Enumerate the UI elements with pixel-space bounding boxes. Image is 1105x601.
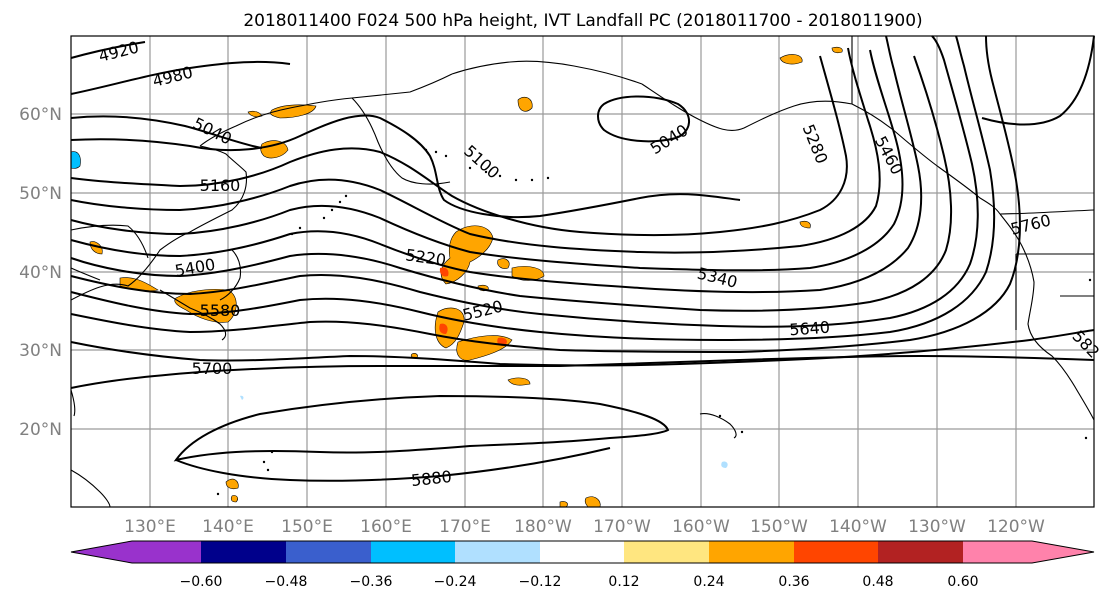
latitude-labels: 60°N 50°N 40°N 30°N 20°N <box>19 105 62 440</box>
ivt-patch <box>507 377 531 386</box>
colorbar-segment <box>371 541 455 563</box>
colorbar: −0.60 −0.48 −0.36 −0.24 −0.12 0.12 0.24 … <box>70 540 1095 590</box>
colorbar-tick: 0.12 <box>608 574 639 590</box>
ivt-patch <box>497 258 510 269</box>
lon-label: 120°W <box>987 517 1045 537</box>
colorbar-tick: −0.12 <box>519 574 562 590</box>
lat-label: 50°N <box>19 184 62 204</box>
ivt-patch <box>439 323 448 334</box>
ivt-patch <box>517 96 533 112</box>
colorbar-segment <box>878 541 963 563</box>
colorbar-segments <box>70 540 1095 564</box>
lon-label: 150°W <box>750 517 808 537</box>
colorbar-tick: −0.48 <box>265 574 308 590</box>
ivt-patch <box>779 54 803 65</box>
ivt-patch <box>174 288 237 323</box>
ivt-patch <box>559 501 568 508</box>
colorbar-tick: −0.24 <box>434 574 477 590</box>
ivt-patch <box>260 140 289 159</box>
colorbar-segment <box>201 541 286 563</box>
lat-label: 60°N <box>19 105 62 125</box>
colorbar-segment <box>286 541 371 563</box>
ivt-patch <box>240 395 244 400</box>
ivt-patch <box>439 267 449 277</box>
colorbar-segment <box>455 541 540 563</box>
colorbar-tick: 0.24 <box>693 574 724 590</box>
lon-label: 170°E <box>439 517 491 537</box>
lon-label: 180°W <box>514 517 572 537</box>
lon-label: 140°E <box>202 517 254 537</box>
lon-label: 130°W <box>908 517 966 537</box>
lat-label: 40°N <box>19 263 62 283</box>
contour-label: 5160 <box>200 176 241 195</box>
colorbar-segment <box>540 541 624 563</box>
map-title: 2018011400 F024 500 hPa height, IVT Land… <box>243 11 922 31</box>
ivt-shading <box>70 46 843 508</box>
height-contours <box>70 35 1095 482</box>
lon-label: 140°W <box>829 517 887 537</box>
ivt-patch <box>270 104 317 119</box>
lon-label: 130°E <box>124 517 176 537</box>
map-panel: 4920 4980 5040 5100 5040 5160 5280 5460 … <box>70 35 1103 508</box>
ivt-patch <box>721 461 728 468</box>
lat-label: 30°N <box>19 341 62 361</box>
longitude-labels: 130°E 140°E 150°E 160°E 170°E 180°W 170°… <box>124 517 1045 537</box>
contour-label: 5700 <box>192 359 233 378</box>
contour-label: 5640 <box>789 318 831 340</box>
ivt-patch <box>799 220 811 229</box>
colorbar-ticks: −0.60 −0.48 −0.36 −0.24 −0.12 0.12 0.24 … <box>180 574 979 590</box>
lon-label: 160°W <box>672 517 730 537</box>
colorbar-segment <box>709 541 794 563</box>
colorbar-segment <box>963 541 1094 563</box>
colorbar-tick: −0.36 <box>350 574 393 590</box>
ivt-patch <box>230 495 238 503</box>
map-border <box>70 35 1095 508</box>
lon-label: 150°E <box>281 517 333 537</box>
contour-label: 5580 <box>200 301 241 320</box>
colorbar-tick: 0.48 <box>862 574 893 590</box>
ivt-patch <box>225 478 239 490</box>
colorbar-tick: −0.60 <box>180 574 223 590</box>
colorbar-segment <box>624 541 709 563</box>
lon-label: 160°E <box>360 517 412 537</box>
island-dots <box>216 148 1092 496</box>
colorbar-tick: 0.36 <box>778 574 809 590</box>
ivt-patch <box>247 110 263 118</box>
lat-label: 20°N <box>19 420 62 440</box>
colorbar-segment <box>71 541 201 563</box>
coastlines <box>70 36 1095 508</box>
ivt-patch <box>831 46 843 54</box>
colorbar-tick: 0.60 <box>947 574 978 590</box>
contour-label: 5880 <box>410 467 452 490</box>
lon-label: 170°W <box>593 517 651 537</box>
colorbar-outline <box>70 540 1095 564</box>
colorbar-segment <box>794 541 878 563</box>
